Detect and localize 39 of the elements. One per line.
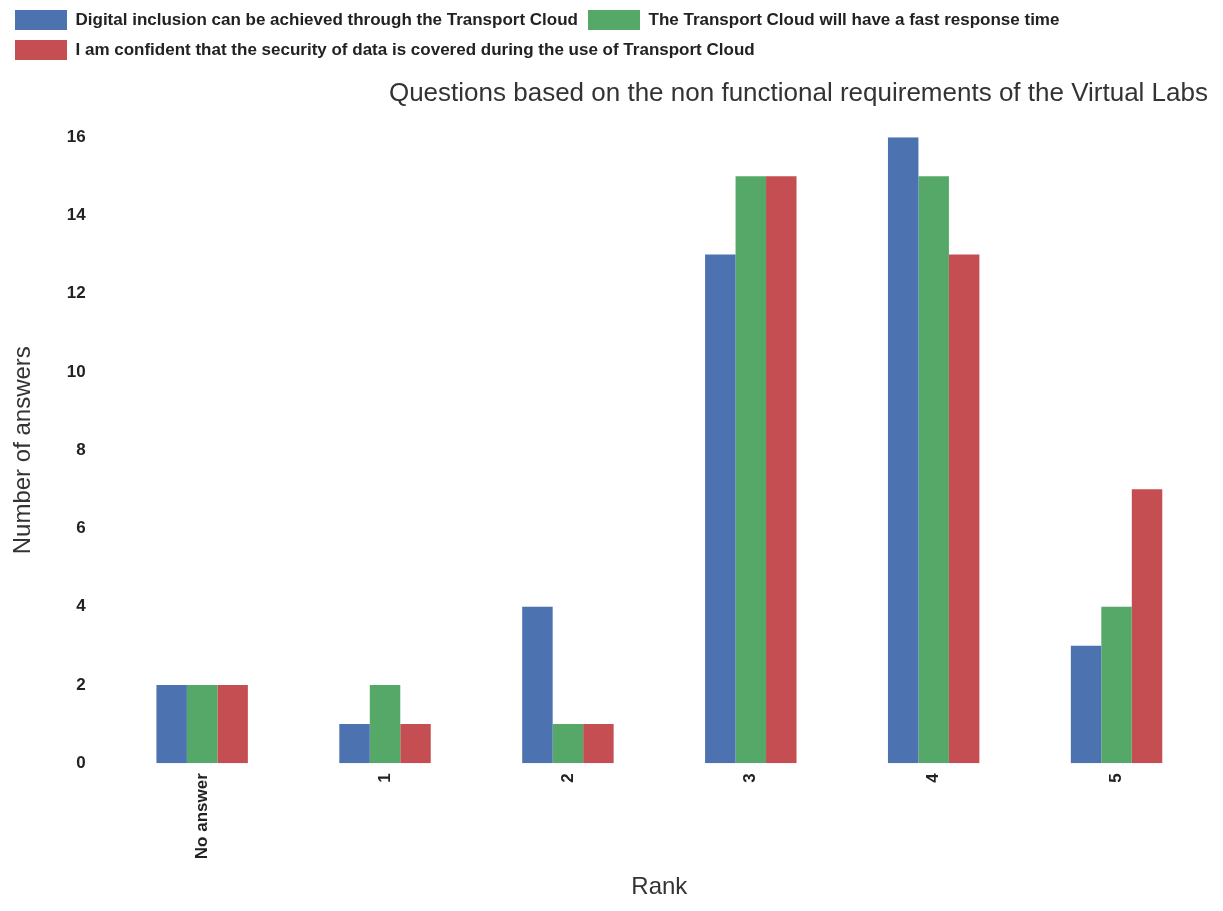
x-tick-label: 5 [1106, 773, 1126, 783]
bar [400, 724, 431, 764]
y-tick-label: 16 [66, 126, 86, 146]
x-tick-label: 3 [740, 773, 760, 783]
bar [1070, 645, 1102, 764]
x-tick-label: 1 [374, 773, 394, 783]
bar [705, 254, 736, 764]
bar [369, 684, 401, 764]
bar [948, 254, 980, 764]
bar [735, 176, 767, 764]
y-tick-label: 10 [66, 361, 86, 381]
y-tick-label: 2 [76, 674, 86, 694]
bar [552, 724, 584, 764]
x-tick-label: 4 [923, 772, 943, 783]
bar [918, 176, 949, 764]
bar [887, 137, 919, 764]
legend-label: Digital inclusion can be achieved through the Transport Cloud [75, 9, 578, 29]
y-tick-label: 14 [66, 205, 87, 225]
x-tick-label: No answer [191, 772, 211, 860]
bar [583, 724, 614, 764]
y-tick-label: 8 [76, 439, 86, 459]
y-tick-label: 12 [66, 283, 86, 303]
legend-label: I am confident that the security of data is covered during the use of Transport Cloud [75, 39, 755, 59]
bar [1101, 606, 1132, 764]
y-axis-title: Number of answers [8, 346, 36, 555]
y-tick-label: 0 [76, 752, 86, 772]
bar [186, 684, 218, 764]
chart-title: Questions based on the non functional requirements of the Virtual Labs [388, 76, 1208, 107]
bar [1131, 489, 1163, 764]
legend-label: The Transport Cloud will have a fast response time [648, 9, 1060, 29]
bar [766, 176, 797, 764]
y-tick-label: 4 [76, 596, 87, 616]
bar [522, 606, 553, 764]
bar [339, 724, 370, 764]
y-tick-label: 6 [76, 518, 86, 538]
bar [156, 684, 187, 764]
x-axis-title: Rank [631, 872, 689, 900]
bar [217, 684, 248, 764]
x-tick-label: 2 [557, 773, 577, 783]
